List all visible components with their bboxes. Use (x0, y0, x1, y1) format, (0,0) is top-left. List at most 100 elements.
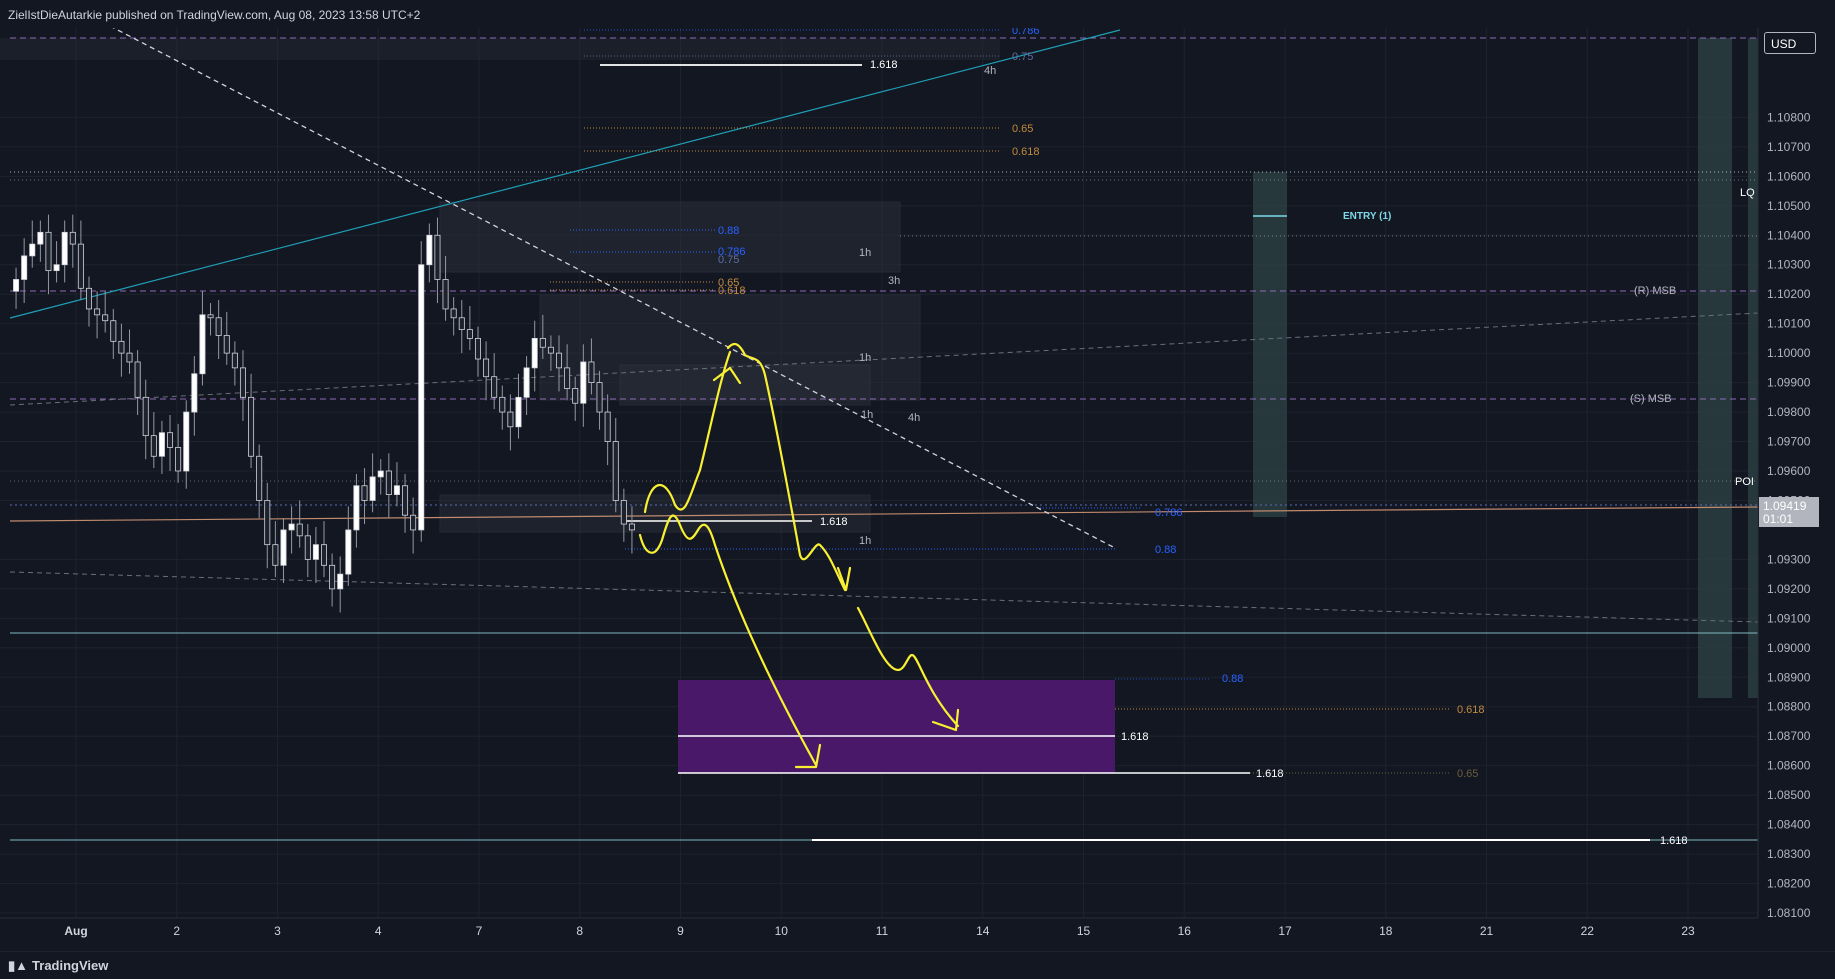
annotation-label: 0.75 (1012, 51, 1033, 63)
annotation-label: 0.65 (718, 277, 739, 289)
candle-body (426, 234, 433, 266)
price-tick-label: 1.10800 (1767, 110, 1811, 124)
candle-body (85, 287, 92, 310)
annotation-label: 1.618 (870, 59, 898, 71)
candle-body (288, 523, 295, 531)
annotation-label: 1h (859, 247, 871, 259)
candle-body (572, 388, 579, 404)
price-tick-label: 1.08800 (1767, 700, 1811, 714)
candle-body (29, 243, 36, 257)
candle-body (175, 447, 182, 472)
candle-body (345, 529, 352, 575)
candle-body (434, 234, 441, 280)
price-tick-label: 1.09300 (1767, 552, 1811, 566)
candle-body (142, 396, 149, 437)
annotation-label: LQ (1740, 187, 1755, 199)
price-tick-label: 1.10200 (1767, 287, 1811, 301)
tradingview-logo-icon: ▮▲ (8, 958, 29, 973)
candle-body (515, 396, 522, 428)
annotation-label: ENTRY (1) (1343, 211, 1391, 222)
candle-body (410, 514, 417, 531)
candle-body (491, 376, 498, 398)
price-tick-label: 1.10500 (1767, 199, 1811, 213)
purple-target-zone (678, 680, 1115, 773)
price-tick-label: 1.08400 (1767, 818, 1811, 832)
candle-body (628, 523, 635, 531)
annotation-label: 0.786 (1012, 25, 1040, 37)
time-axis[interactable]: Aug 2 3 4 7 8 9 10 11 14 15 16 17 18 21 22 23 (0, 917, 1835, 952)
time-tick-label: 14 (976, 924, 990, 938)
annotation-label: POI (1735, 476, 1754, 488)
price-tick-label: 1.09100 (1767, 611, 1811, 625)
candle-body (280, 529, 287, 566)
candle-body (61, 231, 68, 266)
candle-body (612, 441, 619, 501)
yellow-forecast-drawing (638, 342, 960, 769)
time-tick-label: 8 (576, 924, 583, 938)
candle-body (118, 340, 125, 354)
time-tick-label: 23 (1681, 924, 1695, 938)
price-tick-label: 1.10400 (1767, 228, 1811, 242)
time-tick-label: 4 (375, 924, 382, 938)
annotation-label: 4h (908, 412, 920, 424)
annotation-label: 0.618 (1457, 704, 1485, 716)
price-tick-label: 1.09600 (1767, 464, 1811, 478)
annotation-label: 0.65 (1457, 768, 1478, 780)
price-tick-label: 1.09200 (1767, 582, 1811, 596)
annotation-label: 0.786 (718, 246, 746, 258)
annotation-label: (S) MSB (1630, 393, 1672, 405)
time-tick-label: 9 (677, 924, 684, 938)
annotation-label: 1.618 (1660, 835, 1688, 847)
annotation-label: 1.618 (820, 516, 848, 528)
candle-body (248, 396, 255, 457)
candle-body (199, 314, 206, 375)
candle-body (539, 337, 546, 348)
annotation-label: 3h (888, 275, 900, 287)
last-price-label: 1.09419 01:01 (1759, 497, 1819, 527)
time-tick-label: 22 (1581, 924, 1595, 938)
candle-body (474, 337, 481, 360)
currency-button[interactable]: USD (1764, 32, 1816, 54)
candle-body (13, 279, 20, 292)
reference-lines (9, 25, 1759, 841)
candle-body (377, 470, 384, 478)
time-tick-label: 10 (775, 924, 789, 938)
tradingview-brand-text: TradingView (32, 958, 109, 973)
price-tick-label: 1.10100 (1767, 317, 1811, 331)
time-tick-label: 3 (274, 924, 281, 938)
price-tick-label: 1.09900 (1767, 376, 1811, 390)
candle-body (134, 361, 141, 398)
time-tick-label: 16 (1178, 924, 1192, 938)
annotation-label: (R) MSB (1634, 285, 1676, 297)
price-tick-label: 1.09800 (1767, 405, 1811, 419)
candle-body (207, 314, 214, 319)
candle-body (483, 358, 490, 378)
candle-body (556, 352, 563, 369)
candle-body (69, 231, 76, 245)
candle-body (272, 544, 279, 566)
candle-body (588, 361, 595, 383)
annotation-label: 0.786 (1155, 507, 1183, 519)
candle-body (361, 485, 368, 501)
tradingview-logo[interactable]: ▮▲ TradingView (8, 958, 108, 974)
annotation-label: 0.618 (1012, 146, 1040, 158)
price-axis[interactable]: 1.10800 1.10700 1.10600 1.10500 1.10400 1.103… (1757, 28, 1835, 952)
last-price-value: 1.09419 (1763, 499, 1807, 513)
candle-body (321, 544, 327, 566)
candle-body (126, 352, 133, 363)
candle-body (620, 500, 627, 525)
candle-body (256, 455, 263, 501)
annotation-label: 0.88 (1155, 544, 1176, 556)
publisher-text: ZielIstDieAutarkie published on TradingV… (8, 8, 421, 22)
candle-body (231, 352, 238, 369)
time-tick-label: 18 (1379, 924, 1393, 938)
candle-body (564, 367, 571, 389)
candle-body (191, 373, 198, 413)
candle-body (21, 255, 28, 280)
candle-body (458, 317, 465, 330)
annotation-label: 1.618 (1121, 731, 1149, 743)
footer-bar: ▮▲ TradingView (0, 952, 1835, 979)
price-tick-label: 1.10300 (1767, 258, 1811, 272)
